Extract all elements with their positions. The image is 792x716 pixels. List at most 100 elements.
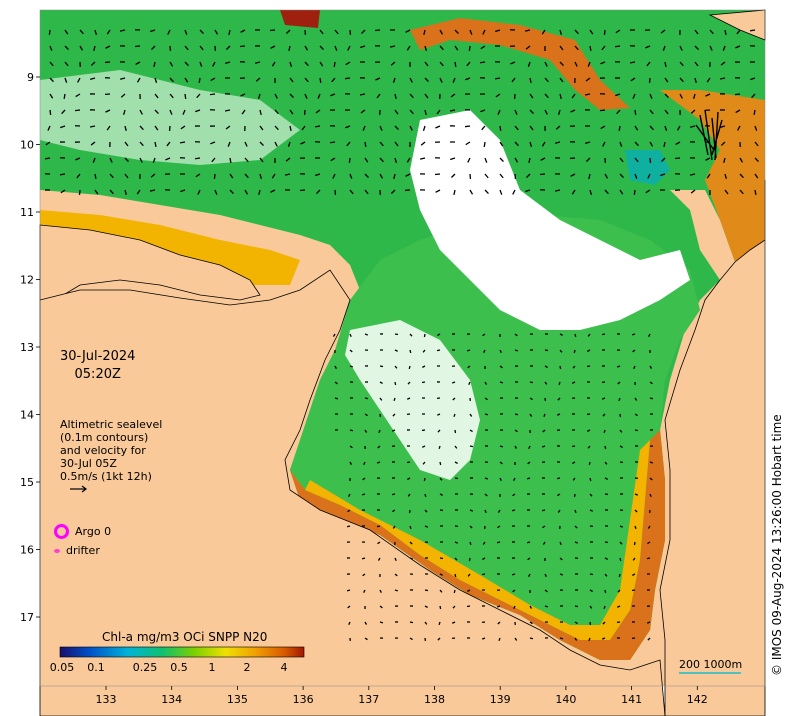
velocity-arrow: [646, 61, 651, 67]
velocity-arrow: [754, 157, 759, 163]
velocity-arrow: [316, 189, 321, 195]
velocity-arrow: [48, 29, 51, 36]
velocity-arrow: [244, 157, 249, 163]
velocity-arrow: [199, 61, 203, 67]
coastal-high-chl-south: [290, 430, 665, 660]
velocity-arrow: [663, 141, 666, 148]
velocity-arrow: [301, 125, 306, 131]
velocity-arrow: [450, 157, 456, 161]
velocity-arrow: [587, 333, 591, 337]
velocity-arrow: [422, 445, 426, 448]
lon-tick-label: 138: [424, 693, 445, 706]
velocity-arrow: [228, 29, 231, 36]
velocity-arrow: [394, 557, 397, 562]
velocity-arrow: [737, 125, 741, 131]
velocity-arrow: [753, 109, 756, 116]
velocity-arrow: [240, 93, 246, 97]
velocity-arrow: [315, 109, 321, 114]
velocity-arrow: [601, 45, 606, 51]
velocity-arrow: [544, 93, 549, 99]
velocity-arrow: [676, 125, 681, 131]
velocity-arrow: [634, 413, 638, 417]
velocity-arrow: [391, 429, 396, 432]
velocity-arrow: [406, 461, 411, 464]
velocity-arrow: [724, 173, 727, 179]
velocity-arrow: [122, 109, 126, 115]
velocity-arrow: [528, 573, 531, 577]
velocity-arrow: [394, 589, 399, 592]
velocity-arrow: [257, 93, 261, 99]
velocity-arrow: [394, 381, 397, 386]
velocity-arrow: [469, 525, 473, 529]
no-data-west: [345, 320, 480, 480]
velocity-arrow: [407, 493, 411, 497]
velocity-legend-line2: (0.1m contours): [60, 431, 149, 444]
velocity-arrow: [345, 61, 351, 66]
legend-arrow: [70, 485, 87, 493]
velocity-arrow: [664, 125, 668, 131]
velocity-arrow: [284, 173, 291, 176]
velocity-arrow: [334, 189, 337, 196]
velocity-arrow: [694, 29, 699, 35]
velocity-arrow: [347, 605, 351, 609]
velocity-arrow: [225, 125, 231, 130]
velocity-arrow: [616, 365, 621, 368]
velocity-arrow: [244, 141, 248, 147]
colorbar-tick-label: 0.1: [87, 661, 105, 674]
velocity-arrow: [529, 77, 532, 84]
velocity-arrow: [480, 109, 486, 113]
velocity-arrow: [541, 445, 546, 448]
velocity-arrow: [439, 29, 444, 35]
velocity-arrow: [94, 189, 99, 195]
velocity-arrow: [184, 29, 188, 35]
velocity-arrow: [154, 141, 157, 148]
velocity-arrow: [585, 141, 591, 145]
scale-label: 200 1000m: [679, 658, 743, 671]
velocity-arrow: [450, 173, 456, 178]
velocity-arrow: [451, 381, 456, 384]
lon-tick-label: 140: [555, 693, 576, 706]
velocity-arrow: [619, 173, 624, 179]
timestamp-label: 30-Jul-2024 05:20Z: [60, 348, 135, 384]
velocity-arrow: [394, 157, 398, 163]
velocity-arrow: [153, 61, 156, 68]
velocity-arrow: [617, 605, 621, 608]
velocity-arrow: [334, 29, 339, 35]
velocity-arrow: [466, 349, 471, 352]
velocity-arrow: [572, 365, 576, 369]
velocity-arrow: [379, 141, 384, 147]
velocity-arrow: [689, 173, 696, 176]
velocity-arrow: [690, 109, 696, 114]
velocity-arrow: [709, 45, 713, 51]
velocity-arrow: [603, 29, 606, 36]
velocity-arrow: [750, 77, 756, 81]
velocity-arrow: [109, 157, 113, 163]
velocity-arrow: [259, 173, 262, 179]
velocity-arrow: [469, 189, 474, 195]
velocity-arrow: [289, 93, 294, 99]
velocity-arrow: [511, 509, 516, 512]
velocity-arrow: [211, 157, 216, 163]
velocity-arrow: [541, 141, 546, 147]
velocity-arrow: [632, 573, 636, 576]
velocity-arrow: [497, 525, 501, 529]
velocity-arrow: [106, 29, 111, 35]
velocity-arrow: [317, 93, 321, 99]
velocity-arrow: [330, 93, 336, 97]
velocity-arrow: [664, 109, 669, 115]
velocity-arrow: [79, 29, 84, 35]
velocity-arrow: [169, 109, 173, 115]
velocity-arrow: [241, 109, 246, 115]
velocity-arrow: [557, 493, 561, 497]
velocity-arrow: [514, 157, 519, 163]
velocity-arrow: [649, 109, 654, 115]
velocity-arrow: [349, 445, 353, 449]
velocity-arrow: [587, 429, 591, 432]
velocity-arrow: [544, 109, 548, 115]
velocity-arrow: [694, 77, 697, 84]
velocity-arrow: [499, 141, 504, 147]
velocity-arrow: [332, 173, 336, 179]
velocity-arrow: [360, 109, 366, 114]
velocity-arrow: [589, 605, 593, 609]
velocity-arrow: [304, 45, 309, 51]
